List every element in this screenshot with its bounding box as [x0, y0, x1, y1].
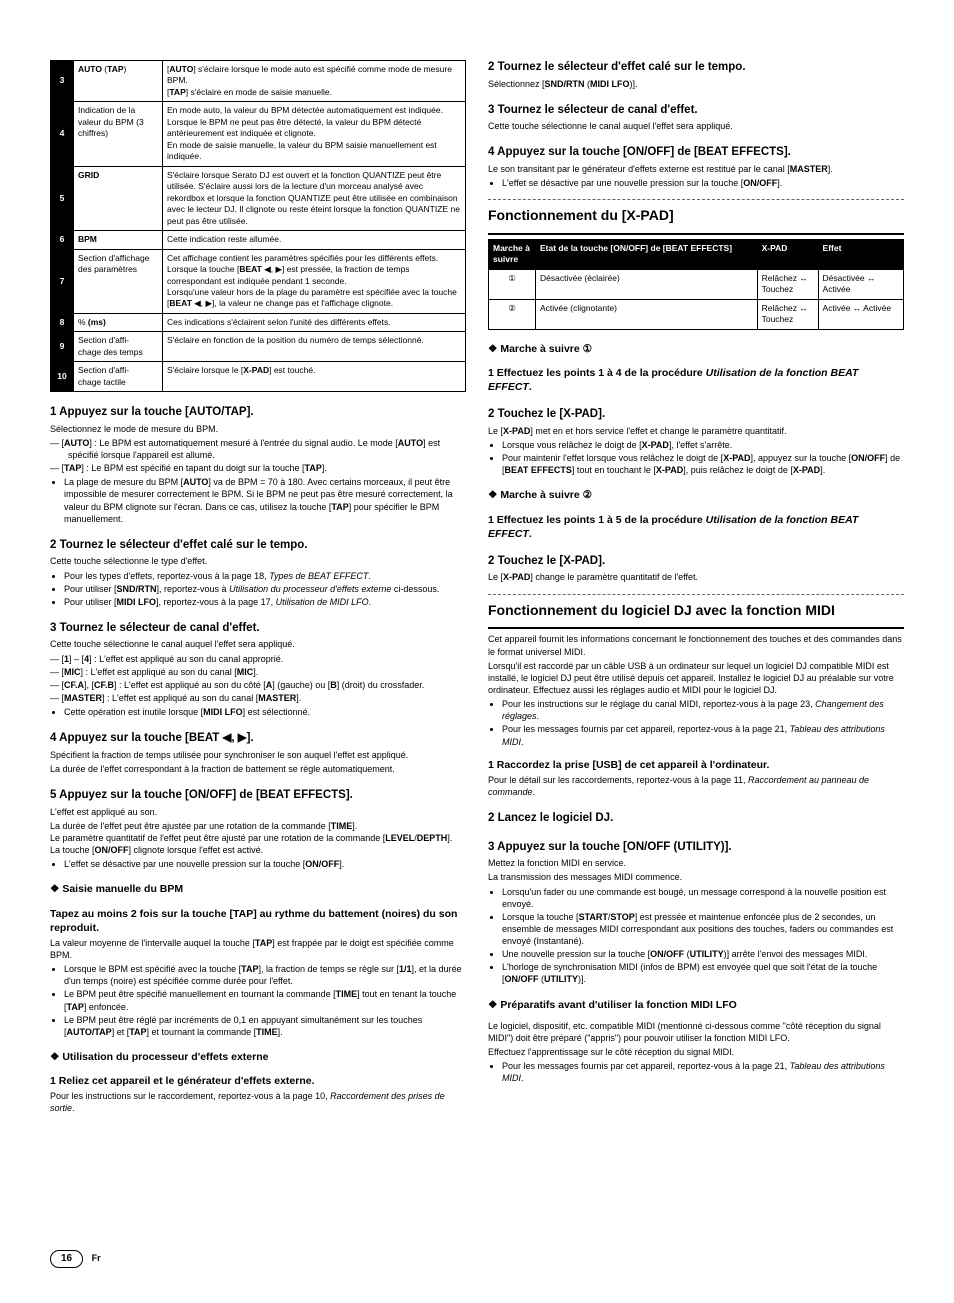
- external-fx-title: Utilisation du processeur d'effets exter…: [50, 1050, 466, 1064]
- marche-1-step2: 2 Touchez le [X-PAD].: [488, 407, 904, 423]
- dj-heading: 2 Lancez le logiciel DJ.: [488, 811, 904, 827]
- step-4-p2: La durée de l'effet correspondant à la f…: [50, 763, 466, 775]
- marche-1-step1: 1 Effectuez les points 1 à 4 de la procé…: [488, 366, 904, 394]
- external-fx-intro: Pour les instructions sur le raccordemen…: [50, 1090, 466, 1114]
- divider-rule: [488, 233, 904, 235]
- midi-bullets: Pour les instructions sur le réglage du …: [488, 698, 904, 748]
- step-3-bullet: Cette opération est inutile lorsque [MID…: [50, 706, 466, 718]
- step-4-title: 4 Appuyez sur la touche [BEAT ◀, ▶].: [50, 731, 466, 747]
- usb-heading: 1 Raccordez la prise [USB] de cet appare…: [488, 758, 904, 772]
- step-1-intro: Sélectionnez le mode de mesure du BPM.: [50, 423, 466, 435]
- step-3-intro: Cette touche sélectionne le canal auquel…: [50, 638, 466, 650]
- r-step-4-bullet: L'effet se désactive par une nouvelle pr…: [488, 177, 904, 189]
- marche-2-step2: 2 Touchez le [X-PAD].: [488, 554, 904, 570]
- marche-1-p: Le [X-PAD] met en et hors service l'effe…: [488, 425, 904, 437]
- step-2-title: 2 Tournez le sélecteur d'effet calé sur …: [50, 538, 466, 554]
- left-column: 3AUTO (TAP)[AUTO] s'éclaire lorsque le m…: [50, 60, 466, 1117]
- midi-p2: Lorsqu'il est raccordé par un câble USB …: [488, 660, 904, 696]
- usb-p: Pour le détail sur les raccordements, re…: [488, 774, 904, 798]
- divider-dashed: [488, 199, 904, 200]
- prep-title: Préparatifs avant d'utiliser la fonction…: [488, 998, 904, 1012]
- manual-bpm-title: Saisie manuelle du BPM: [50, 882, 466, 896]
- marche-2-step1: 1 Effectuez les points 1 à 5 de la procé…: [488, 513, 904, 541]
- r-step-2-title: 2 Tournez le sélecteur d'effet calé sur …: [488, 60, 904, 76]
- prep-p2: Effectuez l'apprentissage sur le côté ré…: [488, 1046, 904, 1058]
- midi-title: Fonctionnement du logiciel DJ avec la fo…: [488, 601, 904, 620]
- page-number: 16: [50, 1250, 83, 1268]
- step-4-p1: Spécifient la fraction de temps utilisée…: [50, 749, 466, 761]
- utility-p2: La transmission des messages MIDI commen…: [488, 871, 904, 883]
- manual-bpm-heading: Tapez au moins 2 fois sur la touche [TAP…: [50, 907, 466, 935]
- prep-bullet: Pour les messages fournis par cet appare…: [488, 1060, 904, 1084]
- step-5-p1: L'effet est appliqué au son.: [50, 806, 466, 818]
- r-step-2-p: Sélectionnez [SND/RTN (MIDI LFO)].: [488, 78, 904, 90]
- manual-bpm-bullets: Lorsque le BPM est spécifié avec la touc…: [50, 963, 466, 1038]
- utility-heading: 3 Appuyez sur la touche [ON/OFF (UTILITY…: [488, 840, 904, 856]
- r-step-3-title: 3 Tournez le sélecteur de canal d'effet.: [488, 103, 904, 119]
- step-1-dash-list: [AUTO] : Le BPM est automatiquement mesu…: [50, 437, 466, 474]
- prep-p1: Le logiciel, dispositif, etc. compatible…: [488, 1020, 904, 1044]
- page-lang: Fr: [92, 1253, 101, 1263]
- manual-bpm-intro: La valeur moyenne de l'intervalle auquel…: [50, 937, 466, 961]
- utility-p1: Mettez la fonction MIDI en service.: [488, 857, 904, 869]
- step-3-title: 3 Tournez le sélecteur de canal d'effet.: [50, 621, 466, 637]
- step-5-title: 5 Appuyez sur la touche [ON/OFF] de [BEA…: [50, 788, 466, 804]
- step-1-title: 1 Appuyez sur la touche [AUTO/TAP].: [50, 405, 466, 421]
- utility-bullets: Lorsqu'un fader ou une commande est boug…: [488, 886, 904, 986]
- marche-1-title: Marche à suivre ①: [488, 342, 904, 356]
- marche-1-bullets: Lorsque vous relâchez le doigt de [X-PAD…: [488, 439, 904, 476]
- step-2-bullets: Pour les types d'effets, reportez-vous à…: [50, 570, 466, 608]
- step-2-intro: Cette touche sélectionne le type d'effet…: [50, 555, 466, 567]
- step-1-bullet: La plage de mesure du BPM [AUTO] va de B…: [50, 476, 466, 525]
- step-5-bullet: L'effet se désactive par une nouvelle pr…: [50, 858, 466, 870]
- r-step-4-p: Le son transitant par le générateur d'ef…: [488, 163, 904, 175]
- marche-2-p: Le [X-PAD] change le paramètre quantitat…: [488, 571, 904, 583]
- divider-dashed-2: [488, 594, 904, 595]
- step-3-dash-list: [1] – [4] : L'effet est appliqué au son …: [50, 653, 466, 705]
- right-column: 2 Tournez le sélecteur d'effet calé sur …: [488, 60, 904, 1117]
- page-footer: 16 Fr: [50, 1250, 101, 1268]
- indicator-table: 3AUTO (TAP)[AUTO] s'éclaire lorsque le m…: [50, 60, 466, 392]
- xpad-table: Marche à suivreEtat de la touche [ON/OFF…: [488, 239, 904, 330]
- divider-rule-2: [488, 627, 904, 629]
- external-fx-heading: 1 Reliez cet appareil et le générateur d…: [50, 1074, 466, 1088]
- marche-2-title: Marche à suivre ②: [488, 488, 904, 502]
- step-5-p2: La durée de l'effet peut être ajustée pa…: [50, 820, 466, 856]
- midi-p1: Cet appareil fournit les informations co…: [488, 633, 904, 657]
- xpad-title: Fonctionnement du [X-PAD]: [488, 206, 904, 225]
- r-step-4-title: 4 Appuyez sur la touche [ON/OFF] de [BEA…: [488, 145, 904, 161]
- r-step-3-p: Cette touche sélectionne le canal auquel…: [488, 120, 904, 132]
